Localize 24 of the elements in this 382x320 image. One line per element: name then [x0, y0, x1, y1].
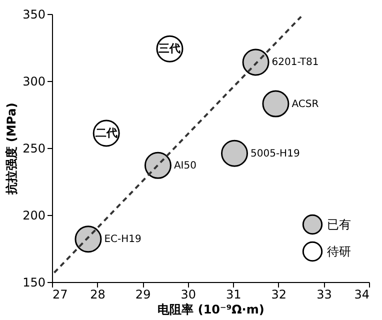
y-tick-label: 300 — [22, 74, 46, 88]
x-tick-label: 28 — [90, 288, 106, 302]
y-tick-label: 350 — [22, 8, 46, 22]
legend-label: 待研 — [327, 244, 351, 258]
annotation: ACSR — [292, 98, 319, 110]
annotation: 6201-T81 — [272, 57, 319, 68]
x-tick-label: 30 — [180, 288, 196, 302]
x-tick-label: 34 — [354, 288, 370, 302]
annotation: 三代 — [158, 42, 181, 55]
x-tick-label: 33 — [316, 288, 332, 302]
legend-label: 已有 — [327, 218, 351, 232]
x-tick-label: 29 — [135, 288, 151, 302]
x-axis-title: 电阻率 (10⁻⁹Ω·m) — [158, 302, 264, 316]
annotation: AI50 — [174, 160, 196, 172]
annotation: EC-H19 — [104, 234, 142, 246]
y-tick-label: 250 — [22, 142, 46, 156]
y-tick-label: 150 — [22, 276, 46, 290]
annotation: 5005-H19 — [250, 148, 300, 160]
y-tick-label: 200 — [22, 208, 46, 222]
x-tick-label: 31 — [226, 288, 242, 302]
x-tick-label: 27 — [52, 288, 68, 302]
y-axis-title: 抗拉强度 (MPa) — [4, 102, 19, 196]
x-tick-label: 32 — [271, 288, 287, 302]
annotation: 二代 — [95, 126, 118, 140]
